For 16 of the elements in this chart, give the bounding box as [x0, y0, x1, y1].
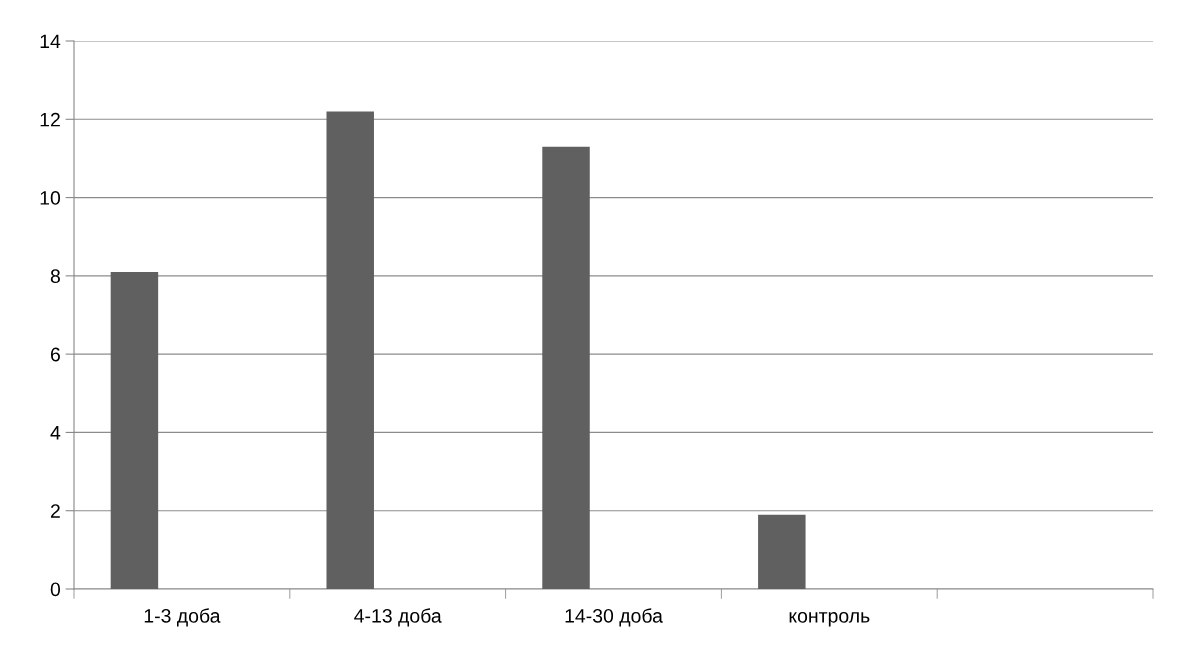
- x-tick-label: контроль: [789, 612, 870, 627]
- bar: [542, 146, 590, 589]
- y-tick-label: 6: [50, 347, 60, 362]
- y-tick-label: 8: [50, 269, 60, 284]
- bar: [326, 111, 374, 589]
- y-tick-label: 14: [40, 34, 61, 49]
- y-tick-label: 12: [40, 112, 60, 127]
- x-tick-label: 1-3 доба: [144, 608, 221, 627]
- x-tick-label: 4-13 доба: [354, 608, 442, 627]
- x-tick-label: 14-30 доба: [565, 608, 663, 627]
- bar: [110, 271, 159, 589]
- y-tick-label: 2: [50, 504, 60, 518]
- bar: [758, 514, 806, 589]
- y-tick-label: 4: [50, 426, 61, 440]
- y-tick-label: 10: [40, 191, 61, 205]
- y-tick-label: 0: [50, 582, 61, 597]
